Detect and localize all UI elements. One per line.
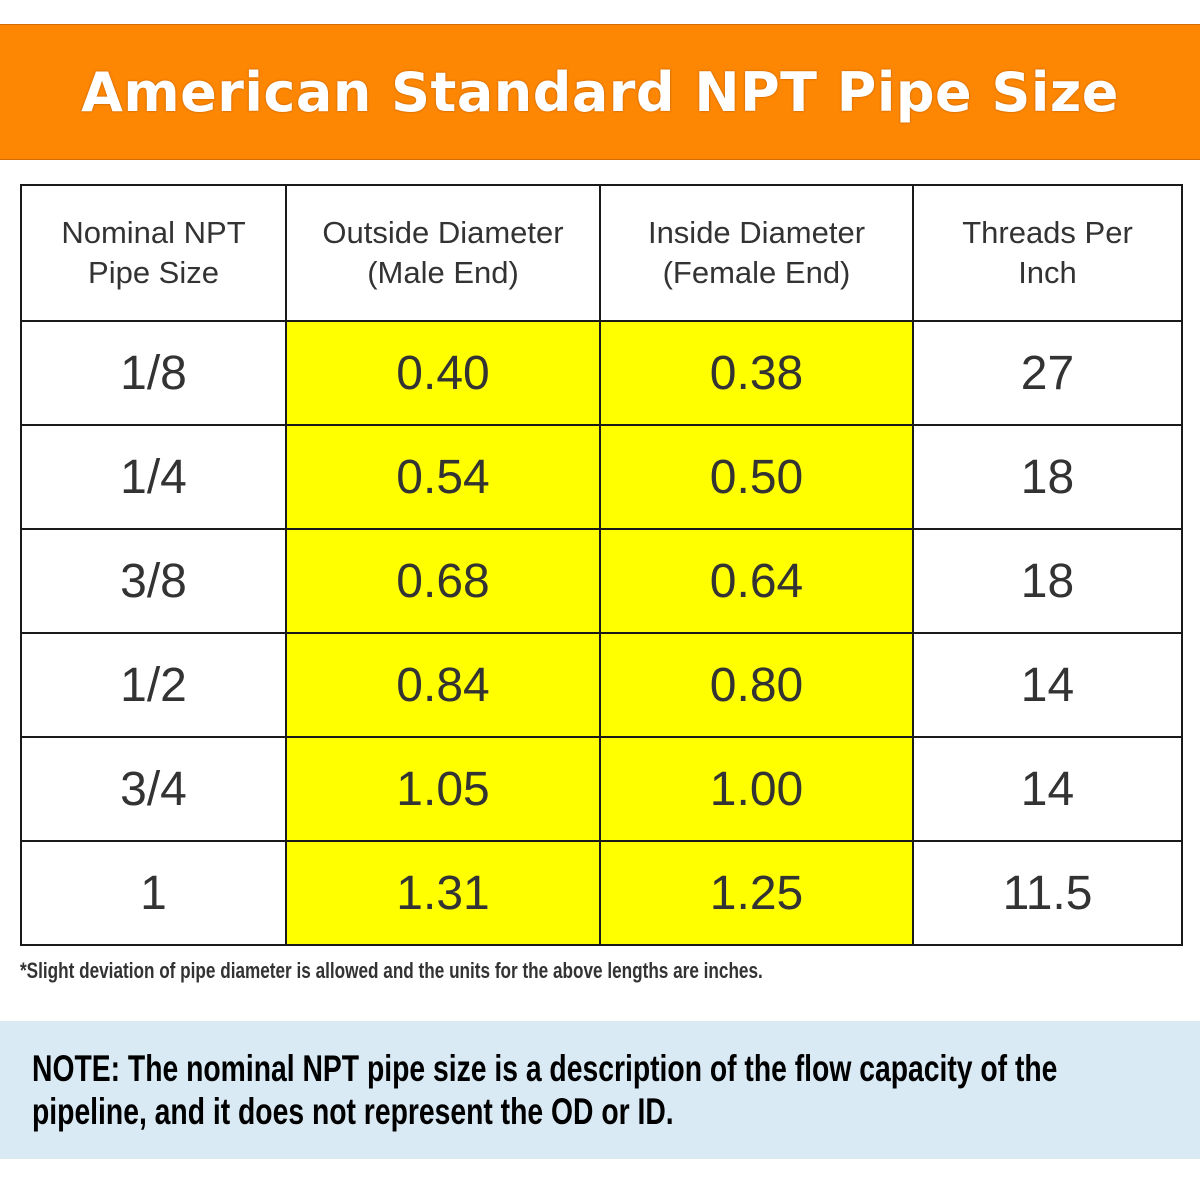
page-title: American Standard NPT Pipe Size	[81, 60, 1119, 124]
cell-id: 1.00	[599, 736, 914, 842]
footnote: *Slight deviation of pipe diameter is al…	[20, 958, 763, 983]
cell-size: 1/8	[20, 320, 287, 426]
table-row: 3/8 0.68 0.64 18	[20, 528, 1183, 634]
title-banner: American Standard NPT Pipe Size	[0, 24, 1200, 160]
header-line: (Female End)	[662, 255, 851, 290]
cell-size: 1/2	[20, 632, 287, 738]
note-text: NOTE: The nominal NPT pipe size is a des…	[32, 1048, 1058, 1132]
cell-od: 1.31	[285, 840, 601, 946]
cell-od: 1.05	[285, 736, 601, 842]
header-line: Threads Per	[962, 215, 1133, 250]
cell-size: 1/4	[20, 424, 287, 530]
header-line: Inside Diameter	[647, 215, 866, 250]
cell-od: 0.68	[285, 528, 601, 634]
header-line: Nominal NPT	[61, 215, 246, 250]
cell-od: 0.40	[285, 320, 601, 426]
table-row: 1/8 0.40 0.38 27	[20, 320, 1183, 426]
cell-tpi: 18	[912, 528, 1183, 634]
table-row: 3/4 1.05 1.00 14	[20, 736, 1183, 842]
header-line: Outside Diameter	[322, 215, 564, 250]
cell-id: 0.64	[599, 528, 914, 634]
table-header-row: Nominal NPT Pipe Size Outside Diameter (Ma…	[20, 184, 1183, 322]
cell-id: 0.80	[599, 632, 914, 738]
table-row: 1/2 0.84 0.80 14	[20, 632, 1183, 738]
cell-tpi: 11.5	[912, 840, 1183, 946]
cell-tpi: 14	[912, 632, 1183, 738]
cell-tpi: 18	[912, 424, 1183, 530]
cell-size: 1	[20, 840, 287, 946]
cell-size: 3/8	[20, 528, 287, 634]
cell-tpi: 27	[912, 320, 1183, 426]
cell-id: 0.50	[599, 424, 914, 530]
cell-id: 0.38	[599, 320, 914, 426]
header-nominal-size: Nominal NPT Pipe Size	[20, 184, 287, 322]
header-outside-diameter: Outside Diameter (Male End)	[285, 184, 601, 322]
table-row: 1/4 0.54 0.50 18	[20, 424, 1183, 530]
header-line: Inch	[1018, 255, 1077, 290]
cell-id: 1.25	[599, 840, 914, 946]
header-line: (Male End)	[367, 255, 519, 290]
note-box: NOTE: The nominal NPT pipe size is a des…	[0, 1021, 1200, 1159]
header-line: Pipe Size	[88, 255, 219, 290]
cell-tpi: 14	[912, 736, 1183, 842]
cell-od: 0.54	[285, 424, 601, 530]
npt-size-table: Nominal NPT Pipe Size Outside Diameter (Ma…	[20, 184, 1183, 946]
cell-size: 3/4	[20, 736, 287, 842]
cell-od: 0.84	[285, 632, 601, 738]
header-inside-diameter: Inside Diameter (Female End)	[599, 184, 914, 322]
header-threads-per-inch: Threads Per Inch	[912, 184, 1183, 322]
table-row: 1 1.31 1.25 11.5	[20, 840, 1183, 946]
